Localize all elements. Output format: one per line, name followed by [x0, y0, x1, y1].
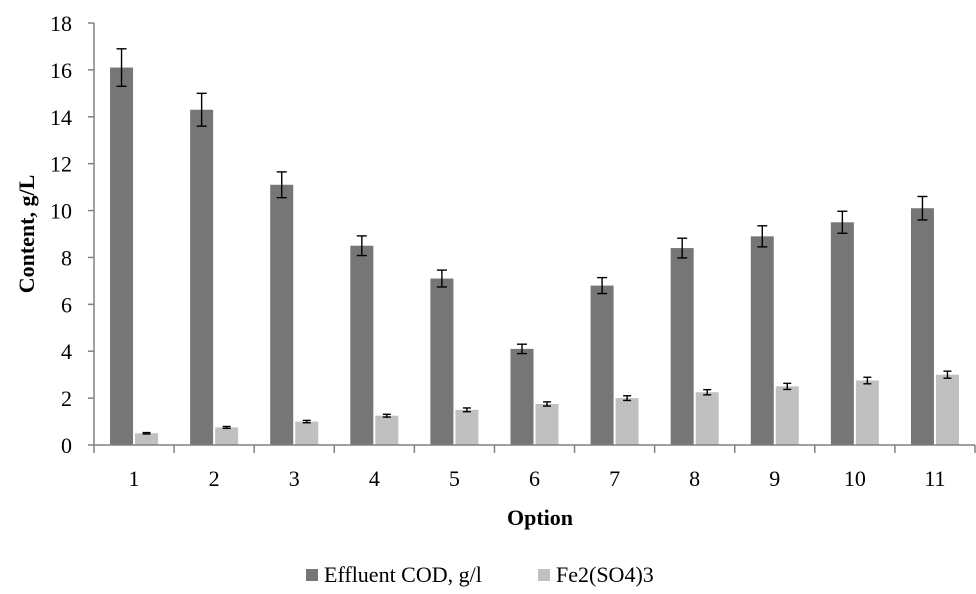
error-bar-fe2so43-9 — [783, 382, 792, 391]
bar-fe2so43-7 — [615, 398, 639, 445]
bar-fe2so43-4 — [375, 415, 399, 445]
y-tick-label-0: 0 — [61, 433, 72, 458]
bar-effluent-cod-11 — [910, 208, 934, 445]
bar-fe2so43-1 — [135, 433, 159, 445]
error-bar-fe2so43-10 — [863, 376, 872, 385]
bar-effluent-cod-6 — [510, 348, 534, 445]
error-bar-effluent-cod-2 — [196, 92, 207, 127]
x-axis-title: Option — [507, 505, 573, 530]
error-bar-fe2so43-4 — [382, 413, 391, 418]
y-tick-label-2: 2 — [61, 386, 72, 411]
error-bar-effluent-cod-1 — [116, 48, 127, 88]
x-tick-label-3: 3 — [289, 466, 300, 491]
bar-effluent-cod-10 — [830, 222, 854, 445]
bar-effluent-cod-1 — [110, 67, 134, 446]
x-tick-label-10: 10 — [844, 466, 866, 491]
error-bar-fe2so43-2 — [222, 425, 231, 430]
error-bar-fe2so43-3 — [302, 419, 311, 424]
y-tick-label-16: 16 — [50, 58, 72, 83]
y-tick-label-4: 4 — [61, 339, 72, 364]
error-bar-effluent-cod-10 — [837, 210, 848, 234]
bar-effluent-cod-7 — [590, 285, 614, 445]
bar-effluent-cod-3 — [270, 184, 294, 445]
legend-swatch-fe2so43 — [538, 569, 550, 581]
y-axis-title: Content, g/L — [14, 175, 39, 294]
bar-effluent-cod-4 — [350, 245, 374, 445]
bar-fe2so43-8 — [695, 392, 719, 445]
error-bar-fe2so43-7 — [623, 395, 632, 402]
x-tick-label-8: 8 — [689, 466, 700, 491]
error-bar-fe2so43-6 — [543, 401, 551, 407]
error-bar-effluent-cod-4 — [356, 235, 367, 257]
x-tick-label-1: 1 — [129, 466, 140, 491]
bar-fe2so43-2 — [215, 427, 239, 445]
x-tick-label-7: 7 — [609, 466, 620, 491]
error-bar-effluent-cod-8 — [677, 237, 688, 259]
bar-fe2so43-11 — [935, 374, 959, 445]
y-tick-label-10: 10 — [50, 199, 72, 224]
bar-effluent-cod-8 — [670, 248, 694, 445]
error-bar-fe2so43-5 — [462, 407, 471, 413]
error-bar-effluent-cod-9 — [757, 225, 768, 248]
legend-swatch-effluent-cod — [306, 569, 318, 581]
bar-effluent-cod-2 — [190, 109, 214, 445]
y-tick-label-14: 14 — [50, 105, 72, 130]
y-tick-label-18: 18 — [50, 11, 72, 36]
error-bar-fe2so43-8 — [703, 388, 712, 396]
legend-label-effluent-cod: Effluent COD, g/l — [324, 562, 482, 587]
bar-fe2so43-5 — [455, 409, 479, 445]
legend: Effluent COD, g/l Fe2(SO4)3 — [306, 562, 654, 587]
x-tick-label-11: 11 — [924, 466, 945, 491]
x-tick-label-6: 6 — [529, 466, 540, 491]
bar-fe2so43-10 — [855, 380, 879, 445]
x-tick-label-5: 5 — [449, 466, 460, 491]
error-bar-effluent-cod-11 — [917, 195, 928, 221]
error-bar-effluent-cod-5 — [436, 269, 447, 288]
legend-label-fe2so43: Fe2(SO4)3 — [556, 562, 654, 587]
bar-effluent-cod-5 — [430, 278, 454, 445]
axes-layer — [88, 22, 976, 453]
x-tick-label-9: 9 — [769, 466, 780, 491]
bar-effluent-cod-9 — [750, 236, 774, 445]
bar-fe2so43-3 — [295, 421, 319, 445]
error-bar-effluent-cod-3 — [276, 171, 287, 199]
bars-layer — [110, 67, 959, 446]
y-tick-label-8: 8 — [61, 245, 72, 270]
x-tick-label-2: 2 — [209, 466, 220, 491]
error-bar-effluent-cod-7 — [597, 276, 608, 295]
y-tick-label-12: 12 — [50, 152, 72, 177]
error-bar-fe2so43-11 — [943, 370, 952, 379]
bar-fe2so43-6 — [535, 403, 559, 445]
y-tick-label-6: 6 — [61, 292, 72, 317]
error-bars-layer — [116, 48, 952, 435]
bar-fe2so43-9 — [775, 386, 799, 445]
error-bar-fe2so43-1 — [142, 431, 151, 435]
error-bar-effluent-cod-6 — [517, 343, 527, 355]
x-tick-label-4: 4 — [369, 466, 380, 491]
